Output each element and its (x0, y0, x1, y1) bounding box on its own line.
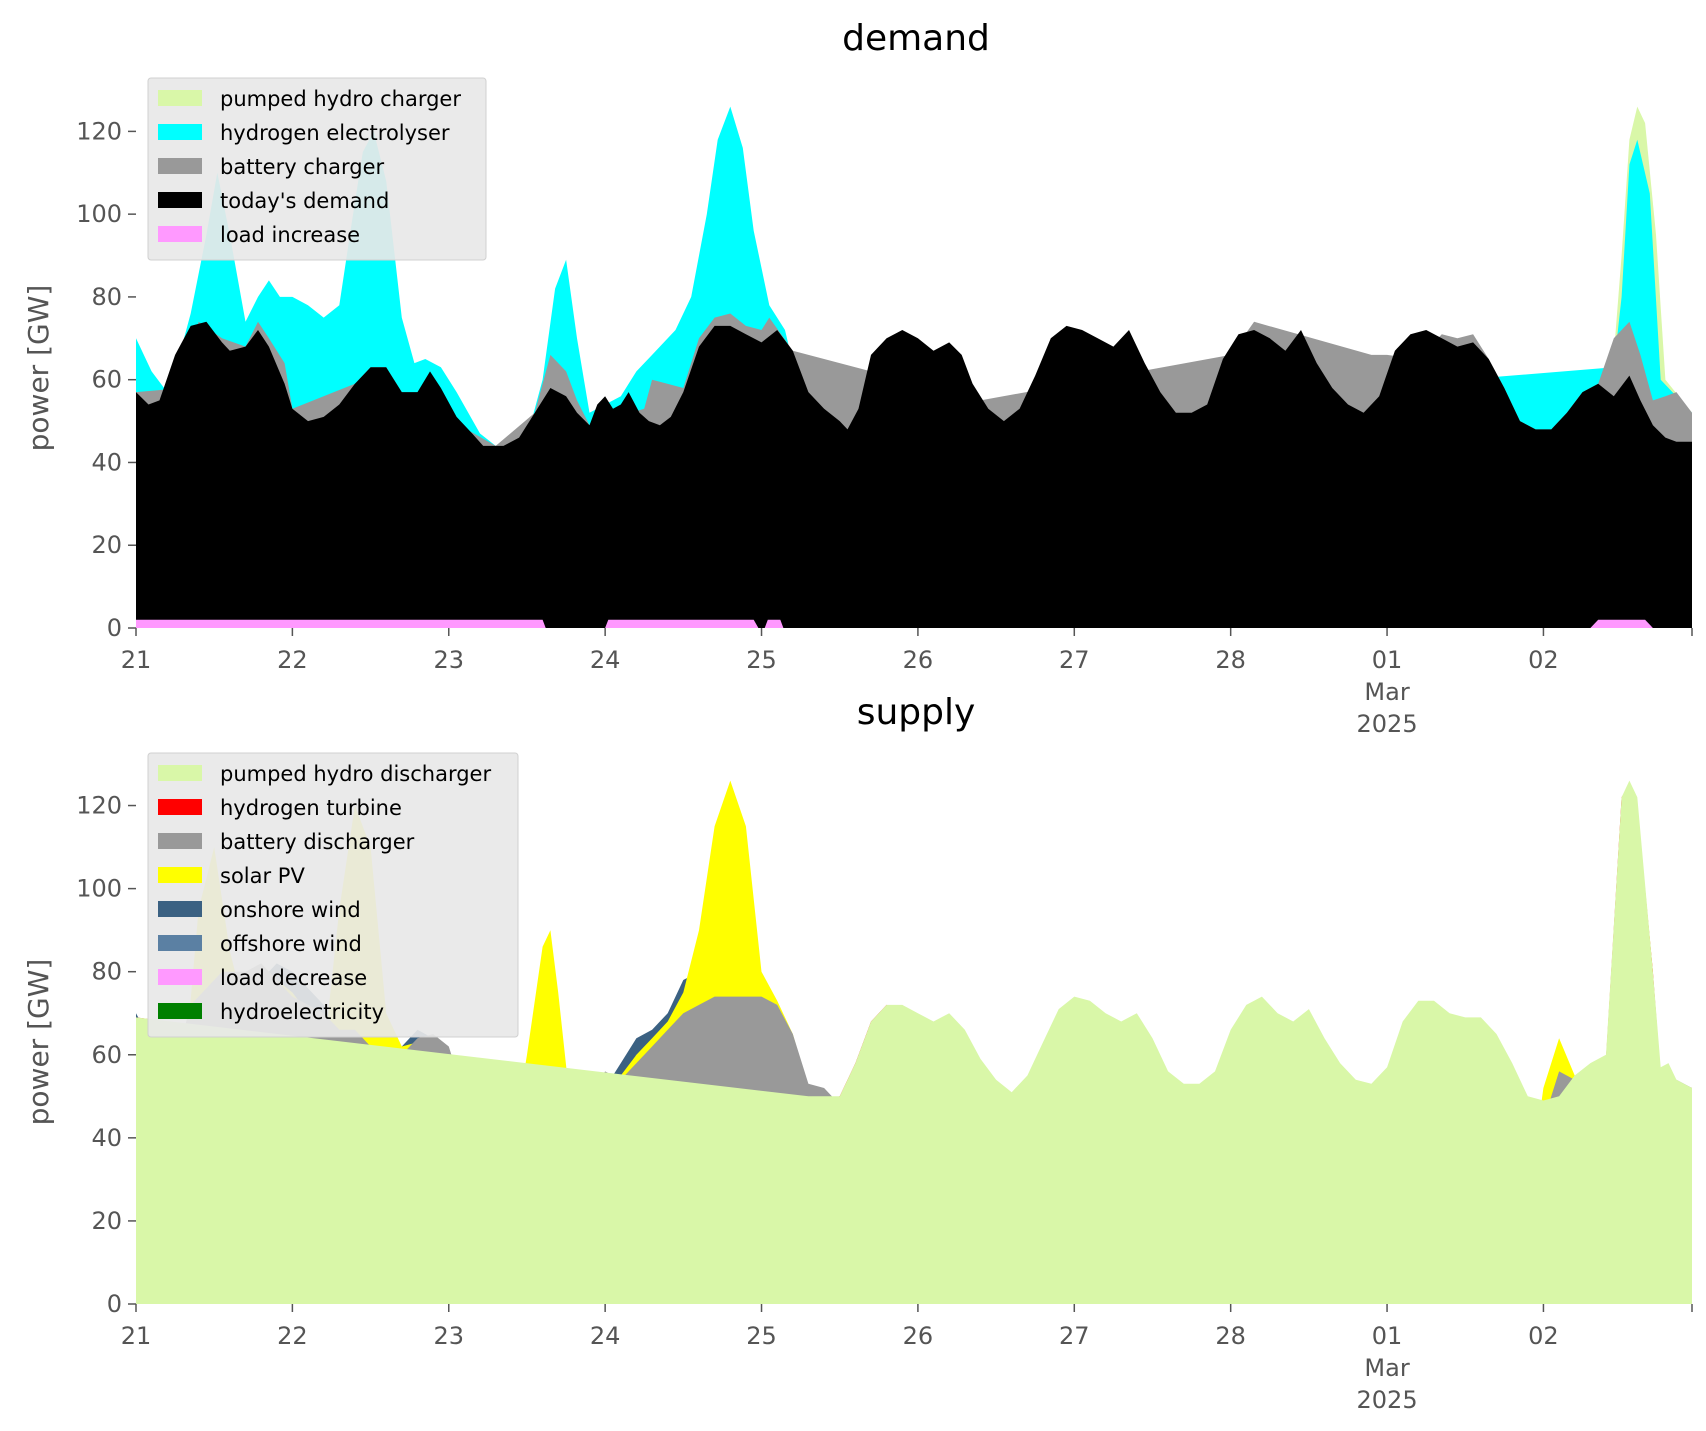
supply-legend-label-hydroelectricity: hydroelectricity (220, 1000, 384, 1024)
supply-legend-swatch-battery-discharger (158, 833, 202, 849)
supply-legend-swatch-hydrogen-turbine (158, 799, 202, 815)
demand-areas (136, 106, 1692, 629)
supply-x-tick-label: 23 (433, 1322, 464, 1350)
demand-legend-label-load-increase: load increase (220, 223, 360, 247)
demand-area-today-s-demand (136, 321, 1692, 628)
demand-legend-swatch-hydrogen-electrolyser (158, 124, 202, 140)
supply-x-tick-label: 21 (121, 1322, 152, 1350)
supply-legend-label-solar-pv: solar PV (220, 864, 305, 888)
supply-y-tick-label: 120 (76, 792, 122, 820)
supply-legend-label-hydrogen-turbine: hydrogen turbine (220, 796, 402, 820)
supply-x-tick-sublabel: Mar (1364, 1354, 1409, 1382)
demand-x-tick-label: 23 (433, 646, 464, 674)
supply-legend-label-load-decrease: load decrease (220, 966, 367, 990)
supply-x-tick-label: 28 (1215, 1322, 1246, 1350)
supply-legend-label-pumped-hydro-discharger: pumped hydro discharger (220, 762, 491, 786)
supply-legend-label-onshore-wind: onshore wind (220, 898, 361, 922)
demand-legend-swatch-pumped-hydro-charger (158, 90, 202, 106)
supply-x-tick-label: 01 (1372, 1322, 1403, 1350)
supply-legend-swatch-onshore-wind (158, 901, 202, 917)
demand-x-tick-label: 21 (121, 646, 152, 674)
demand-legend-label-pumped-hydro-charger: pumped hydro charger (220, 87, 461, 111)
demand-x-tick-label: 26 (903, 646, 934, 674)
supply-x-tick-label: 24 (590, 1322, 621, 1350)
demand-legend-swatch-battery-charger (158, 158, 202, 174)
supply-x-tick-label: 22 (277, 1322, 308, 1350)
supply-legend-swatch-pumped-hydro-discharger (158, 765, 202, 781)
demand-y-axis-label: power [GW] (22, 285, 55, 452)
demand-legend-label-today-s-demand: today's demand (220, 189, 389, 213)
supply-title: supply (857, 692, 976, 733)
supply-legend: pumped hydro discharger hydrogen turbine b… (147, 752, 519, 1038)
supply-legend-label-battery-discharger: battery discharger (220, 830, 415, 854)
demand-legend-box (147, 77, 487, 261)
supply-legend-box (147, 752, 519, 1038)
supply-areas (136, 780, 1692, 1304)
supply-x-tick-sublabel: 2025 (1357, 1386, 1418, 1414)
supply-y-tick-label: 40 (91, 1124, 122, 1152)
demand-y-tick-label: 20 (91, 531, 122, 559)
demand-x-tick-label: 22 (277, 646, 308, 674)
demand-x-tick-label: 28 (1215, 646, 1246, 674)
demand-area-load-increase (136, 619, 1692, 628)
demand-x-tick-sublabel: 2025 (1357, 710, 1418, 738)
supply-y-tick-label: 100 (76, 875, 122, 903)
supply-x-tick-label: 02 (1528, 1322, 1559, 1350)
supply-legend-swatch-load-decrease (158, 969, 202, 985)
demand-y-tick-label: 60 (91, 366, 122, 394)
demand-legend-label-hydrogen-electrolyser: hydrogen electrolyser (220, 121, 450, 145)
demand-title: demand (842, 18, 990, 59)
supply-legend-swatch-offshore-wind (158, 935, 202, 951)
supply-legend-swatch-solar-pv (158, 867, 202, 883)
supply-y-tick-label: 80 (91, 958, 122, 986)
demand-x-tick-label: 02 (1528, 646, 1559, 674)
supply-area-pumped-hydro-discharger (136, 780, 1692, 1304)
demand-x-tick-label: 27 (1059, 646, 1090, 674)
supply-y-axis-label: power [GW] (22, 959, 55, 1126)
demand-legend-label-battery-charger: battery charger (220, 155, 385, 179)
supply-x-tick-label: 25 (746, 1322, 777, 1350)
supply-x-tick-label: 27 (1059, 1322, 1090, 1350)
demand-x-tick-label: 25 (746, 646, 777, 674)
supply-y-tick-label: 0 (107, 1290, 122, 1318)
demand-legend: pumped hydro charger hydrogen electrolyse… (147, 77, 487, 261)
demand-x-tick-label: 01 (1372, 646, 1403, 674)
demand-legend-swatch-today-s-demand (158, 192, 202, 208)
demand-x-tick-label: 24 (590, 646, 621, 674)
demand-y-tick-label: 80 (91, 283, 122, 311)
supply-legend-label-offshore-wind: offshore wind (220, 932, 362, 956)
supply-x-tick-label: 26 (903, 1322, 934, 1350)
demand-y-tick-label: 40 (91, 448, 122, 476)
demand-x-tick-sublabel: Mar (1364, 678, 1409, 706)
supply-legend-swatch-hydroelectricity (158, 1003, 202, 1019)
demand-y-tick-label: 0 (107, 614, 122, 642)
supply-y-tick-label: 20 (91, 1207, 122, 1235)
demand-legend-swatch-load-increase (158, 226, 202, 242)
supply-y-tick-label: 60 (91, 1041, 122, 1069)
demand-y-tick-label: 100 (76, 200, 122, 228)
demand-y-tick-label: 120 (76, 117, 122, 145)
